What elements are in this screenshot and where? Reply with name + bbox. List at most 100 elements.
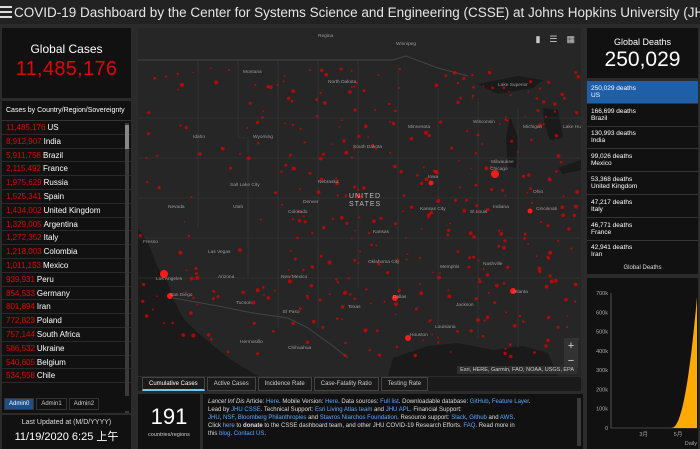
case-marker[interactable] (349, 293, 352, 296)
case-marker[interactable] (509, 94, 512, 97)
case-marker[interactable] (490, 187, 494, 191)
case-marker[interactable] (322, 226, 326, 230)
tab-admin0[interactable]: Admin0 (4, 397, 35, 410)
tab-testing-rate[interactable]: Testing Rate (380, 377, 429, 391)
case-marker[interactable] (466, 130, 469, 133)
case-marker[interactable] (164, 75, 167, 78)
case-marker[interactable] (484, 166, 489, 171)
case-marker[interactable] (542, 100, 546, 104)
deaths-row[interactable]: 46,771 deaths France (587, 218, 698, 241)
case-marker[interactable] (474, 297, 478, 301)
case-marker[interactable] (427, 133, 431, 138)
case-marker[interactable] (436, 336, 439, 339)
case-marker[interactable] (544, 115, 547, 118)
case-marker[interactable] (497, 244, 501, 248)
case-marker[interactable] (474, 152, 478, 155)
case-marker[interactable] (254, 83, 257, 86)
case-marker[interactable] (434, 83, 439, 88)
case-marker[interactable] (524, 115, 527, 118)
case-marker[interactable] (377, 74, 380, 77)
case-marker[interactable] (505, 116, 507, 118)
case-marker[interactable] (322, 101, 327, 105)
country-row[interactable]: 1,272,352 Italy (2, 231, 131, 246)
case-marker[interactable] (298, 307, 302, 311)
case-marker[interactable] (176, 72, 179, 76)
nsf-link[interactable]: NSF (223, 415, 235, 422)
case-marker[interactable] (362, 89, 366, 93)
case-marker[interactable] (305, 340, 310, 345)
case-marker[interactable] (151, 308, 154, 311)
case-marker[interactable] (192, 296, 195, 300)
case-marker[interactable] (145, 156, 148, 159)
case-marker[interactable] (549, 279, 554, 284)
country-row[interactable]: 854,533 Germany (2, 287, 131, 301)
faq-link[interactable]: FAQ (463, 423, 476, 430)
case-marker[interactable] (523, 232, 527, 236)
case-marker[interactable] (189, 276, 194, 281)
deaths-row[interactable]: 47,217 deaths Italy (587, 195, 698, 218)
case-marker[interactable] (375, 329, 379, 333)
case-marker[interactable] (330, 143, 333, 145)
case-marker[interactable] (563, 97, 566, 100)
case-marker[interactable] (263, 293, 265, 296)
case-marker-large[interactable] (392, 295, 398, 301)
menu-icon[interactable] (0, 0, 12, 24)
case-marker[interactable] (363, 124, 368, 129)
case-marker[interactable] (465, 198, 468, 202)
case-marker[interactable] (357, 262, 360, 265)
case-marker[interactable] (353, 297, 356, 301)
case-marker[interactable] (141, 299, 145, 303)
case-marker[interactable] (191, 333, 196, 338)
case-marker[interactable] (327, 260, 332, 265)
here-link[interactable]: here (222, 423, 235, 430)
zoom-out-button[interactable]: − (567, 354, 575, 367)
case-marker[interactable] (229, 166, 232, 170)
map-view[interactable]: Regina Winnipeg Lake Superior Lake Huron Mon… (138, 28, 581, 376)
case-marker[interactable] (274, 191, 278, 195)
case-marker[interactable] (303, 220, 307, 224)
blog-link[interactable]: blog (219, 431, 231, 438)
case-marker[interactable] (281, 203, 283, 206)
case-markers[interactable] (138, 67, 581, 359)
case-marker[interactable] (570, 247, 573, 250)
case-marker[interactable] (495, 283, 499, 288)
case-marker[interactable] (527, 243, 530, 246)
case-marker[interactable] (375, 244, 378, 247)
case-marker[interactable] (560, 92, 564, 97)
case-marker[interactable] (328, 293, 331, 296)
case-marker-large[interactable] (428, 180, 434, 186)
case-marker[interactable] (210, 67, 212, 70)
case-marker[interactable] (266, 85, 270, 89)
case-marker[interactable] (447, 228, 451, 232)
case-marker[interactable] (142, 282, 146, 287)
case-marker[interactable] (529, 187, 532, 190)
case-marker[interactable] (187, 234, 191, 238)
case-marker[interactable] (523, 237, 526, 240)
case-marker[interactable] (181, 333, 186, 337)
case-marker[interactable] (527, 173, 531, 177)
case-marker[interactable] (336, 194, 339, 197)
case-marker[interactable] (420, 228, 423, 230)
case-marker[interactable] (190, 195, 193, 198)
case-marker[interactable] (308, 171, 312, 175)
case-marker[interactable] (394, 302, 398, 306)
case-marker[interactable] (554, 134, 559, 138)
case-marker[interactable] (343, 353, 347, 357)
case-marker-large[interactable] (510, 288, 516, 294)
case-marker[interactable] (547, 207, 550, 210)
case-marker[interactable] (248, 101, 252, 105)
case-marker[interactable] (487, 291, 490, 294)
case-marker[interactable] (546, 338, 550, 343)
case-marker[interactable] (370, 243, 373, 247)
case-marker[interactable] (320, 68, 324, 73)
case-marker[interactable] (566, 315, 569, 317)
case-marker[interactable] (491, 86, 495, 90)
case-marker[interactable] (556, 325, 560, 329)
case-marker[interactable] (299, 188, 301, 191)
tab-incidence-rate[interactable]: Incidence Rate (257, 377, 312, 391)
case-marker[interactable] (419, 291, 424, 296)
case-marker[interactable] (468, 231, 473, 236)
case-marker[interactable] (409, 136, 414, 141)
case-marker[interactable] (226, 350, 230, 354)
case-marker[interactable] (447, 289, 450, 291)
